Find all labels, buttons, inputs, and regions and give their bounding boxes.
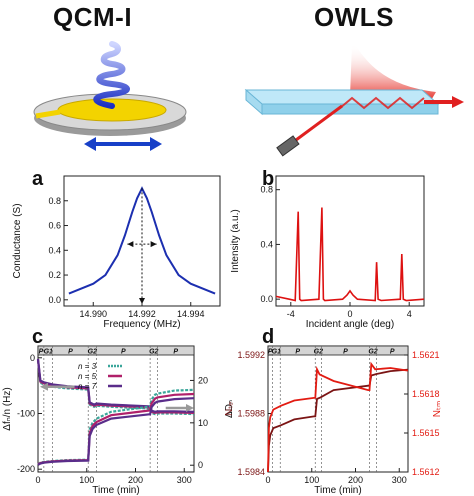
electrode-lead [35, 109, 61, 119]
x-tick-label: 300 [177, 475, 192, 485]
waveguide-side [245, 88, 263, 116]
legend-label: n = 7 [78, 382, 97, 391]
peak-arrowhead [139, 298, 145, 304]
series-line [37, 397, 195, 466]
x-axis-label: Time (min) [314, 485, 361, 496]
panel-letter-b: b [262, 168, 275, 190]
series-line [36, 358, 195, 413]
panel-letter-c: c [32, 326, 44, 348]
phase-label: P [295, 349, 300, 356]
y-tick-label: 1.5615 [412, 428, 440, 438]
qcm-i-illustration [33, 41, 187, 151]
owls-illustration [244, 44, 464, 157]
x-tick-label: 100 [304, 475, 319, 485]
bandwidth-arrow-right [150, 241, 157, 248]
frequency-axis-arrowhead [40, 382, 48, 391]
x-tick-label: 300 [392, 475, 407, 485]
phase-label: P [343, 349, 348, 356]
y-tick-label: 0.4 [260, 239, 273, 249]
phase-label: G1 [44, 349, 53, 356]
panel-letter-d: d [262, 326, 275, 348]
phase-label: P [39, 349, 44, 356]
y-tick-label: 0.2 [48, 270, 61, 280]
y-tick-label: 1.5618 [412, 389, 440, 399]
series-line [267, 368, 409, 473]
y-tick-label: 0.8 [260, 185, 273, 195]
qcm-i-title: QCM-I [53, 2, 133, 32]
y-axis-label: Intensity (a.u.) [230, 209, 241, 272]
phase-label: G2 [149, 349, 158, 356]
shear-arrow-icon [84, 137, 162, 151]
y-tick-label: 1.5992 [237, 350, 265, 360]
x-tick-label: -4 [287, 309, 295, 319]
x-tick-label: 0 [347, 309, 352, 319]
y-tick-label: 1.5621 [412, 350, 440, 360]
incident-beam [295, 104, 343, 142]
y-axis-label: Δfₙ/n (Hz) [2, 387, 13, 430]
acoustic-wave-spiral [93, 41, 130, 109]
y-tick-label: 1.5984 [237, 467, 265, 477]
y-tick-label: 1.5988 [237, 409, 265, 419]
y-tick-label: -200 [17, 464, 35, 474]
phase-label: P [268, 349, 273, 356]
y-tick-label: 20 [198, 375, 208, 385]
laser-source-icon [276, 135, 300, 157]
x-tick-label: 4 [407, 309, 412, 319]
y-tick-label: 0 [30, 353, 35, 363]
phase-label: P [121, 349, 126, 356]
x-axis-label: Time (min) [92, 485, 139, 496]
phase-label: G2 [314, 349, 323, 356]
outcoupled-beam-arrow-icon [424, 96, 464, 108]
plot-frame [267, 345, 409, 473]
series-line [267, 361, 409, 473]
legend-label: n = 3 [78, 362, 97, 371]
x-tick-label: 100 [79, 475, 94, 485]
owls-title: OWLS [314, 2, 394, 32]
y-axis-label: ΔDₙ [224, 400, 235, 418]
phase-label: P [390, 349, 395, 356]
y-tick-label: 0 [198, 460, 203, 470]
x-tick-label: 0 [265, 475, 270, 485]
y-tick-label: 1.5612 [412, 467, 440, 477]
y-axis-label: Conductance (S) [12, 203, 23, 278]
dissipation-axis-arrowhead [186, 403, 194, 412]
phase-bar [37, 345, 195, 356]
legend-label: n = 5 [78, 372, 97, 381]
y-axis-label: Nₜₘ [432, 401, 443, 417]
x-tick-label: 14.992 [128, 309, 156, 319]
y-tick-label: 0.0 [260, 294, 273, 304]
y-tick-label: 10 [198, 418, 208, 428]
y-tick-label: 0.6 [48, 221, 61, 231]
phase-label: G1 [272, 349, 281, 356]
phase-label: G2 [368, 349, 377, 356]
y-tick-label: 0.8 [48, 196, 61, 206]
evanescent-field [350, 44, 436, 102]
phase-label: P [173, 349, 178, 356]
phase-label: G2 [88, 349, 97, 356]
x-axis-label: Incident angle (deg) [306, 319, 394, 330]
x-tick-label: 14.990 [79, 309, 107, 319]
phase-label: P [68, 349, 73, 356]
x-tick-label: 200 [128, 475, 143, 485]
bandwidth-arrow-left [127, 241, 134, 248]
phase-bar [267, 345, 409, 356]
y-tick-label: -100 [17, 409, 35, 419]
x-tick-label: 14.994 [177, 309, 205, 319]
panel-letter-a: a [32, 168, 44, 190]
y-tick-label: 0.4 [48, 245, 61, 255]
intensity-curve [275, 207, 425, 302]
y-tick-label: 0.0 [48, 295, 61, 305]
guided-light-zigzag [339, 96, 425, 110]
x-axis-label: Frequency (MHz) [103, 319, 180, 330]
x-tick-label: 0 [35, 475, 40, 485]
y-axis-label: Nₜₑ [224, 402, 235, 416]
x-tick-label: 200 [348, 475, 363, 485]
